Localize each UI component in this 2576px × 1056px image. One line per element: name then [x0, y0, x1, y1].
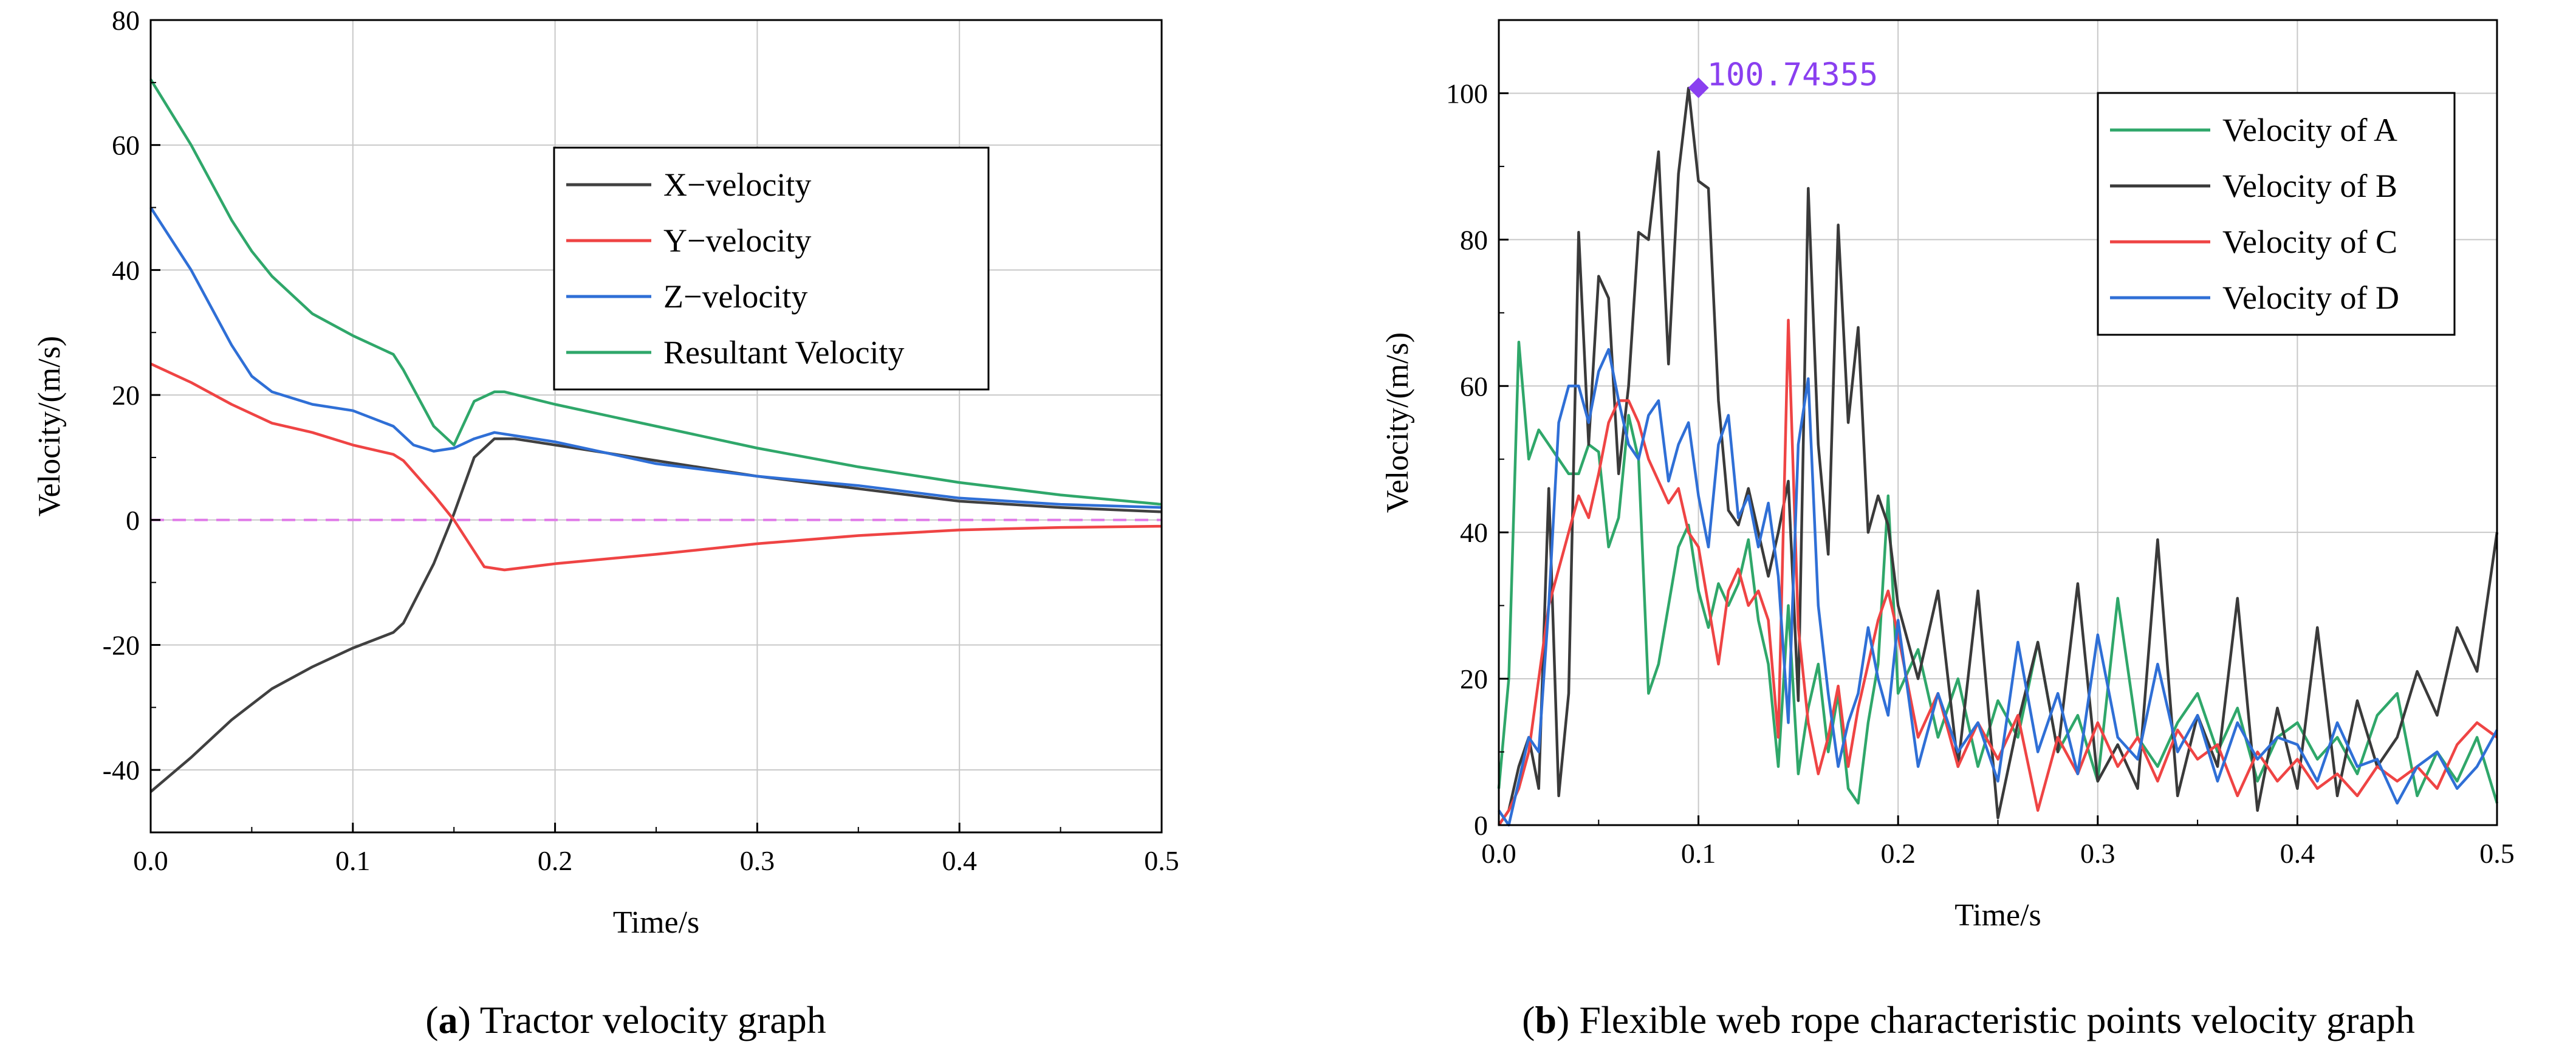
chart-a-x-tick-label: 0.2 — [538, 845, 573, 876]
chart-b-series-velocity-of-b — [1498, 86, 2499, 826]
chart-b-legend-box — [2097, 92, 2456, 336]
chart-b-series-velocity-of-d — [1498, 348, 2498, 827]
chart-a-x-axis-label: Time/s — [613, 905, 700, 940]
chart-a-y-tick-label: 0 — [126, 505, 140, 536]
caption-a: (a) Tractor velocity graph — [425, 998, 826, 1041]
chart-a-legend-box — [553, 146, 990, 391]
caption-a-text: Tractor velocity graph — [471, 998, 826, 1041]
chart-b-x-tick-label: 0.4 — [2280, 838, 2315, 869]
chart-b-y-tick-label: 0 — [1474, 810, 1488, 841]
chart-b-legend-label-velocity-of-c: Velocity of C — [2222, 224, 2397, 260]
chart-b-legend-label-velocity-of-d: Velocity of D — [2222, 279, 2399, 316]
caption-a-letter: a — [439, 998, 458, 1041]
chart-a-legend-label-x-velocity: X−velocity — [663, 166, 811, 203]
chart-a-y-tick-label: 20 — [112, 380, 140, 411]
chart-a-y-tick-label: 80 — [112, 5, 140, 36]
chart-b-legend-label-velocity-of-b: Velocity of B — [2222, 168, 2397, 204]
chart-a-y-tick-label: 60 — [112, 130, 140, 161]
chart-a-y-tick-label: 40 — [112, 255, 140, 286]
chart-a-series-x-velocity — [149, 437, 1162, 793]
chart-b-y-tick-label: 80 — [1460, 224, 1488, 255]
chart-b-y-axis-label: Velocity/(m/s) — [1380, 332, 1415, 513]
chart-a-series-y-velocity — [150, 362, 1162, 572]
chart-a-series — [149, 78, 1162, 793]
chart-a-tractor-velocity: 0.0 0.1 0.2 0.3 0.4 0.5 -40 -20 0 20 40 60 80 Time/s… — [32, 5, 1179, 940]
chart-a-x-tick-label: 0.3 — [740, 845, 775, 876]
chart-b-series-velocity-of-c — [1498, 318, 2498, 826]
chart-a-series-resultant-velocity — [149, 78, 1162, 506]
chart-b-peak-marker — [1688, 77, 1709, 98]
chart-b-x-tick-label: 0.1 — [1681, 838, 1716, 869]
chart-b-ticks: 0.0 0.1 0.2 0.3 0.4 0.5 0 20 40 60 80 100 — [1446, 78, 2515, 869]
chart-b-x-tick-label: 0.3 — [2080, 838, 2115, 869]
chart-a-y-tick-label: -20 — [103, 629, 140, 660]
chart-b-x-tick-label: 0.2 — [1880, 838, 1916, 869]
caption-b-text: Flexible web rope characteristic points … — [1569, 998, 2415, 1041]
chart-b-x-tick-label: 0.0 — [1481, 838, 1516, 869]
chart-b-legend-label-velocity-of-a: Velocity of A — [2222, 112, 2397, 148]
chart-b-y-tick-label: 40 — [1460, 517, 1488, 548]
chart-a-y-tick-label: -40 — [103, 755, 140, 786]
chart-b-series — [1497, 86, 2499, 827]
chart-a-legend-label-y-velocity: Y−velocity — [663, 222, 811, 259]
chart-a-legend-label-resultant-velocity: Resultant Velocity — [663, 334, 904, 371]
chart-b-rope-points-velocity: 0.0 0.1 0.2 0.3 0.4 0.5 0 20 40 60 80 100 Time/s Ve… — [1380, 19, 2515, 933]
chart-b-y-tick-label: 100 — [1446, 78, 1488, 109]
caption-b-letter: b — [1535, 998, 1557, 1041]
chart-b-x-tick-label: 0.5 — [2479, 838, 2515, 869]
chart-a-legend-label-z-velocity: Z−velocity — [663, 278, 807, 315]
caption-b: (b) Flexible web rope characteristic poi… — [1522, 998, 2415, 1041]
chart-a-x-tick-label: 0.4 — [942, 845, 977, 876]
chart-a-legend: X−velocity Y−velocity Z−velocity Resultant … — [553, 146, 990, 391]
chart-a-y-axis-label: Velocity/(m/s) — [32, 336, 67, 517]
chart-a-x-tick-label: 0.1 — [335, 845, 371, 876]
chart-b-x-axis-label: Time/s — [1954, 898, 2041, 933]
chart-b-y-tick-label: 60 — [1460, 371, 1488, 402]
chart-a-ticks: 0.0 0.1 0.2 0.3 0.4 0.5 -40 -20 0 20 40 60 80 — [103, 5, 1179, 876]
chart-b-series-velocity-of-a — [1497, 340, 2499, 805]
chart-b-legend: Velocity of A Velocity of B Velocity of C V… — [2097, 92, 2456, 336]
chart-b-y-tick-label: 20 — [1460, 663, 1488, 694]
chart-a-x-tick-label: 0.0 — [133, 845, 168, 876]
chart-a-x-tick-label: 0.5 — [1144, 845, 1179, 876]
chart-a-series-z-velocity — [149, 207, 1162, 509]
chart-b-peak-annotation: 100.74355 — [1707, 57, 1879, 93]
